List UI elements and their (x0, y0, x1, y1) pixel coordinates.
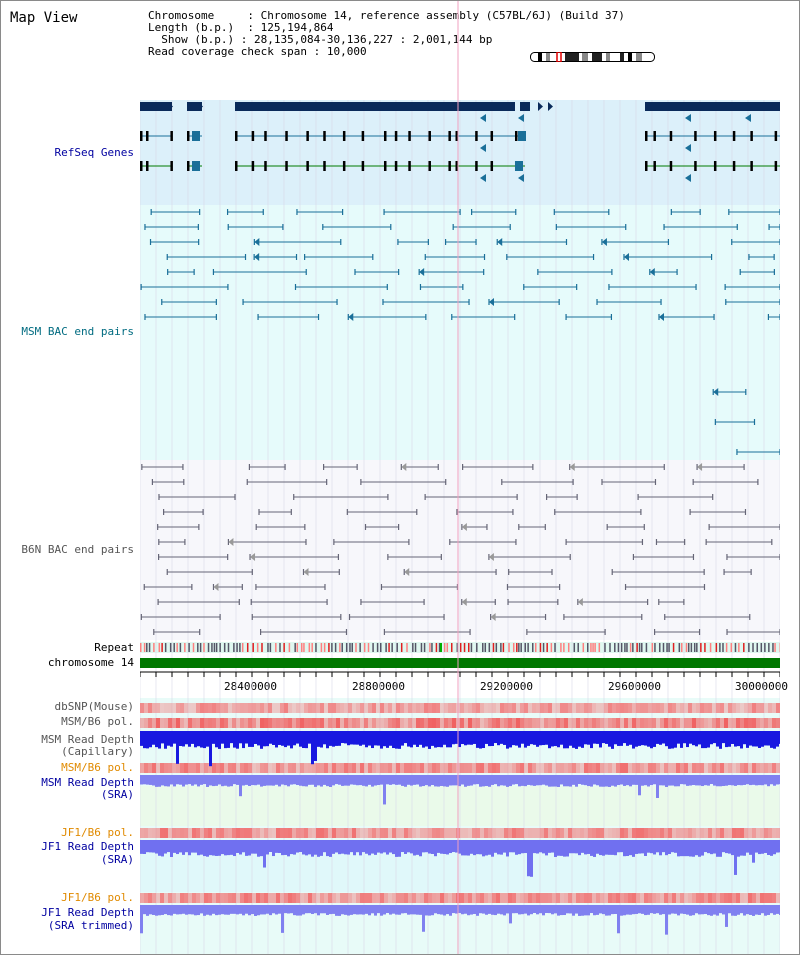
chromosome-ideogram[interactable] (530, 52, 655, 62)
msm-bac-label: MSM BAC end pairs (21, 325, 134, 338)
msm-b6-pol-label: MSM/B6 pol. (61, 715, 134, 728)
axis-tick-label: 28800000 (352, 680, 405, 693)
msm-read-depth-sra-label: MSM Read Depth (41, 776, 134, 789)
genome-browser-plot[interactable] (140, 0, 780, 955)
chromosome-label: Chromosome (148, 9, 215, 22)
jf1-b6-pol-2-label: JF1/B6 pol. (61, 891, 134, 904)
coverage-label: Read coverage check span (148, 45, 307, 58)
read-depth-tracks (140, 731, 780, 935)
axis-tick-label: 29600000 (608, 680, 661, 693)
map-view-title: Map View (10, 10, 78, 26)
length-label: Length (b.p.) (148, 21, 235, 34)
repeat-track (140, 643, 780, 652)
b6n-bac-label: B6N BAC end pairs (21, 543, 134, 556)
dbsnp-label: dbSNP(Mouse) (54, 700, 134, 713)
chromosome-bar (140, 658, 780, 668)
show-label: Show (b.p.) (161, 33, 235, 46)
axis-tick-label: 28400000 (224, 680, 277, 693)
refseq-genes-label: RefSeq Genes (54, 146, 134, 159)
jf1-b6-pol-label: JF1/B6 pol. (61, 826, 134, 839)
length-row: Length (b.p.) : 125,194,864 (148, 21, 334, 34)
region-info: Chromosome : Chromosome 14, reference as… (148, 10, 625, 58)
b6n-bac-track (140, 463, 780, 635)
repeat-label: Repeat (94, 641, 134, 654)
msm-read-depth-capillary-label: MSM Read Depth (41, 733, 134, 746)
gridlines (140, 100, 780, 955)
chromosome-track-label: chromosome 14 (47, 656, 134, 669)
coverage-row: Read coverage check span : 10,000 (148, 45, 367, 58)
refseq-genes-track (140, 102, 780, 182)
jf1-read-depth-sra-label: JF1 Read Depth (41, 840, 134, 853)
msm-read-depth-capillary-sub: (Capillary) (61, 745, 134, 758)
position-axis (140, 671, 780, 677)
jf1-read-depth-trimmed-sub: (SRA trimmed) (47, 919, 134, 932)
chromosome-value: Chromosome 14, reference assembly (C57BL… (260, 9, 625, 22)
msm-read-depth-sra-sub: (SRA) (100, 788, 134, 801)
jf1-read-depth-trimmed-label: JF1 Read Depth (41, 906, 134, 919)
chromosome-row: Chromosome : Chromosome 14, reference as… (148, 9, 625, 22)
heatmap-tracks (140, 703, 780, 903)
jf1-read-depth-sra-sub: (SRA) (100, 853, 134, 866)
length-value: 125,194,864 (260, 21, 334, 34)
msm-bac-track (140, 209, 780, 455)
axis-tick-label: 29200000 (480, 680, 533, 693)
msm-b6-pol-2-label: MSM/B6 pol. (61, 761, 134, 774)
coverage-value: 10,000 (326, 45, 367, 58)
